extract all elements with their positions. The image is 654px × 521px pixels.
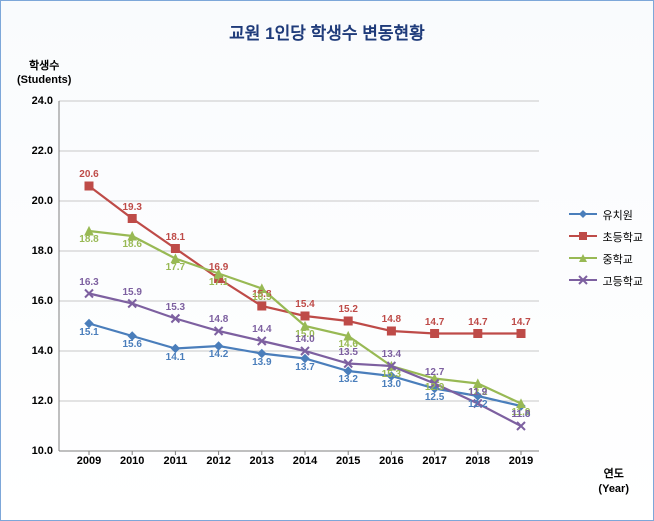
y-tick-label: 24.0 [32, 95, 53, 107]
data-label: 12.2 [468, 399, 487, 410]
data-label: 13.7 [295, 362, 314, 373]
data-label: 15.1 [79, 327, 98, 338]
data-label: 16.5 [252, 292, 271, 303]
data-label: 14.8 [209, 314, 228, 325]
y-tick-label: 20.0 [32, 195, 53, 207]
legend-marker-icon [569, 209, 597, 221]
data-label: 18.6 [122, 239, 141, 250]
x-axis-label: 연도 (Year) [598, 467, 629, 496]
data-label: 14.7 [425, 317, 444, 328]
data-label: 14.4 [252, 324, 271, 335]
data-label: 18.1 [166, 232, 185, 243]
x-tick-label: 2012 [206, 455, 230, 467]
data-label: 15.4 [295, 299, 314, 310]
y-tick-label: 10.0 [32, 445, 53, 457]
data-label: 13.5 [338, 347, 357, 358]
x-tick-label: 2018 [466, 455, 490, 467]
data-label: 13.2 [338, 374, 357, 385]
data-label: 13.9 [252, 357, 271, 368]
data-label: 15.6 [122, 339, 141, 350]
data-label: 15.3 [382, 369, 401, 380]
y-axis-label-secondary: (Students) [17, 73, 71, 87]
data-label: 12.5 [425, 392, 444, 403]
data-label: 12.9 [425, 382, 444, 393]
data-label: 14.2 [209, 349, 228, 360]
y-axis-label: 학생수 (Students) [17, 59, 71, 88]
y-axis-label-primary: 학생수 [17, 59, 71, 73]
y-tick-label: 16.0 [32, 295, 53, 307]
legend-marker-icon [569, 253, 597, 265]
data-label: 15.2 [338, 304, 357, 315]
legend-label: 고등학교 [603, 273, 643, 289]
legend-marker-icon [569, 275, 597, 287]
x-tick-label: 2009 [77, 455, 101, 467]
data-label: 13.0 [382, 379, 401, 390]
y-tick-label: 22.0 [32, 145, 53, 157]
legend-item: 초등학교 [569, 229, 643, 245]
data-label: 17.1 [209, 277, 228, 288]
legend-label: 유치원 [603, 207, 633, 223]
y-tick-label: 14.0 [32, 345, 53, 357]
data-label: 13.4 [382, 349, 401, 360]
data-label: 11.9 [468, 387, 487, 398]
data-label: 14.8 [382, 314, 401, 325]
x-tick-label: 2013 [250, 455, 274, 467]
data-label: 14.7 [468, 317, 487, 328]
data-label: 14.7 [511, 317, 530, 328]
legend: 유치원초등학교중학교고등학교 [569, 201, 643, 295]
x-tick-label: 2011 [163, 455, 187, 467]
chart-container: 교원 1인당 학생수 변동현황 학생수 (Students) 연도 (Year)… [0, 0, 654, 521]
x-tick-label: 2015 [336, 455, 360, 467]
data-label: 16.9 [209, 262, 228, 273]
data-label: 20.6 [79, 169, 98, 180]
x-tick-label: 2016 [379, 455, 403, 467]
legend-item: 유치원 [569, 207, 643, 223]
x-tick-label: 2010 [120, 455, 144, 467]
chart-title: 교원 1인당 학생수 변동현황 [1, 1, 653, 44]
x-tick-label: 2017 [422, 455, 446, 467]
data-label: 12.7 [425, 367, 444, 378]
data-label: 19.3 [122, 202, 141, 213]
data-label: 14.1 [166, 352, 185, 363]
x-tick-label: 2019 [509, 455, 533, 467]
x-tick-label: 2014 [293, 455, 317, 467]
y-tick-label: 18.0 [32, 245, 53, 257]
data-label: 15.3 [166, 302, 185, 313]
data-label: 15.9 [122, 287, 141, 298]
y-tick-label: 12.0 [32, 395, 53, 407]
legend-item: 고등학교 [569, 273, 643, 289]
legend-marker-icon [569, 231, 597, 243]
legend-label: 초등학교 [603, 229, 643, 245]
plot-area: 10.012.014.016.018.020.022.024.020092010… [59, 101, 539, 451]
data-label: 11.0 [512, 409, 531, 420]
legend-label: 중학교 [603, 251, 633, 267]
data-label: 17.7 [166, 262, 185, 273]
data-label: 16.3 [79, 277, 98, 288]
data-label: 14.0 [295, 334, 314, 345]
x-axis-label-primary: 연도 [598, 467, 629, 481]
legend-item: 중학교 [569, 251, 643, 267]
data-label: 18.8 [79, 234, 98, 245]
x-axis-label-secondary: (Year) [598, 482, 629, 496]
